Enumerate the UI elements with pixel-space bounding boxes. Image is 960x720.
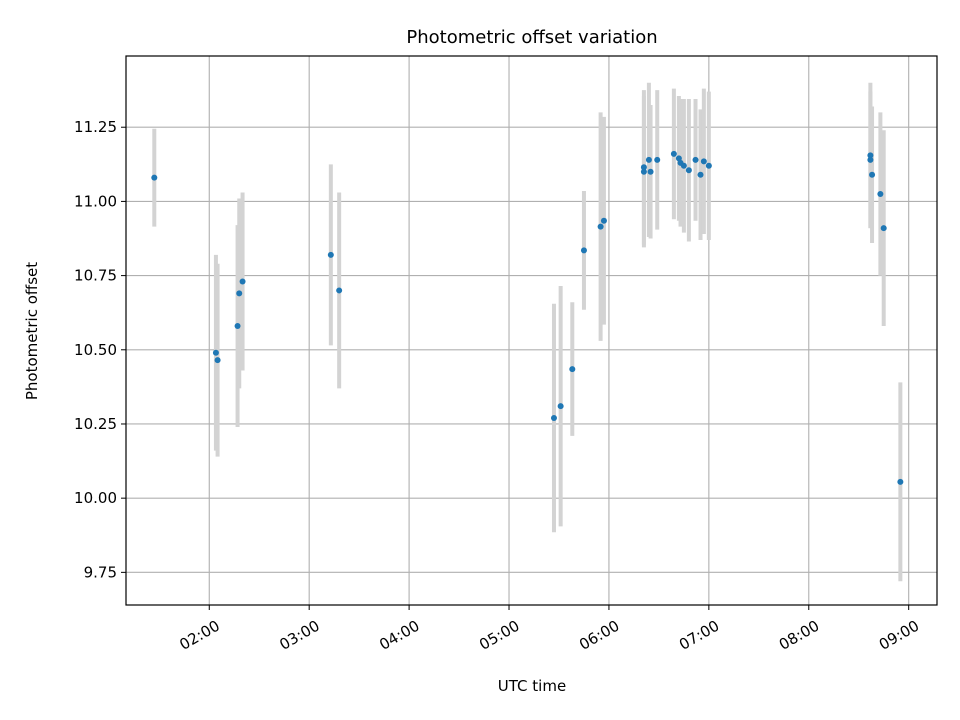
data-point — [705, 162, 712, 169]
data-point — [569, 366, 576, 373]
y-tick-label: 11.00 — [74, 192, 117, 210]
data-point — [697, 171, 704, 178]
y-tick-label: 10.75 — [74, 267, 117, 285]
x-tick-label: 05:00 — [476, 617, 522, 654]
data-point — [867, 156, 874, 163]
chart-title: Photometric offset variation — [406, 27, 657, 48]
data-point — [597, 223, 604, 230]
data-point — [700, 158, 707, 165]
data-points — [151, 150, 904, 485]
data-point — [654, 156, 661, 163]
data-point — [239, 278, 246, 285]
x-tick-label: 03:00 — [276, 617, 322, 654]
y-ticks: 9.75 10.00 10.25 10.50 10.75 11.00 11.25 — [74, 118, 126, 581]
plot-frame — [125, 55, 938, 606]
errorbars — [152, 82, 903, 582]
data-point — [212, 349, 219, 356]
x-tick-label: 06:00 — [576, 617, 622, 654]
data-point — [645, 156, 652, 163]
data-point — [327, 251, 334, 258]
data-point — [880, 225, 887, 232]
x-tick-label: 07:00 — [676, 617, 722, 654]
data-point — [236, 290, 243, 297]
y-tick-label: 10.25 — [74, 415, 117, 433]
data-point — [897, 478, 904, 485]
x-tick-label: 02:00 — [176, 617, 222, 654]
data-point — [640, 164, 647, 171]
data-point — [680, 162, 687, 169]
y-axis-label: Photometric offset — [23, 262, 41, 400]
data-point — [877, 190, 884, 197]
x-tick-label: 04:00 — [376, 617, 422, 654]
x-axis-label: UTC time — [498, 677, 566, 695]
data-point — [336, 287, 343, 294]
grid-lines — [126, 56, 937, 605]
data-point — [867, 152, 874, 159]
x-ticks: 02:00 03:00 04:00 05:00 06:00 07:00 08:00 09:00 — [176, 605, 922, 654]
data-point — [214, 357, 221, 364]
data-point — [640, 168, 647, 175]
y-tick-label: 11.25 — [74, 118, 117, 136]
data-point — [600, 217, 607, 224]
x-tick-label: 09:00 — [876, 617, 922, 654]
data-point — [869, 171, 876, 178]
y-tick-label: 9.75 — [84, 563, 117, 581]
data-point — [234, 323, 241, 330]
data-point — [550, 415, 557, 422]
y-tick-label: 10.50 — [74, 341, 117, 359]
data-point — [685, 167, 692, 174]
data-point — [151, 174, 158, 181]
x-tick-label: 08:00 — [776, 617, 822, 654]
data-point — [580, 247, 587, 254]
data-point — [557, 403, 564, 410]
y-tick-label: 10.00 — [74, 489, 117, 507]
data-point — [670, 150, 677, 157]
data-point — [647, 168, 654, 175]
data-point — [692, 156, 699, 163]
